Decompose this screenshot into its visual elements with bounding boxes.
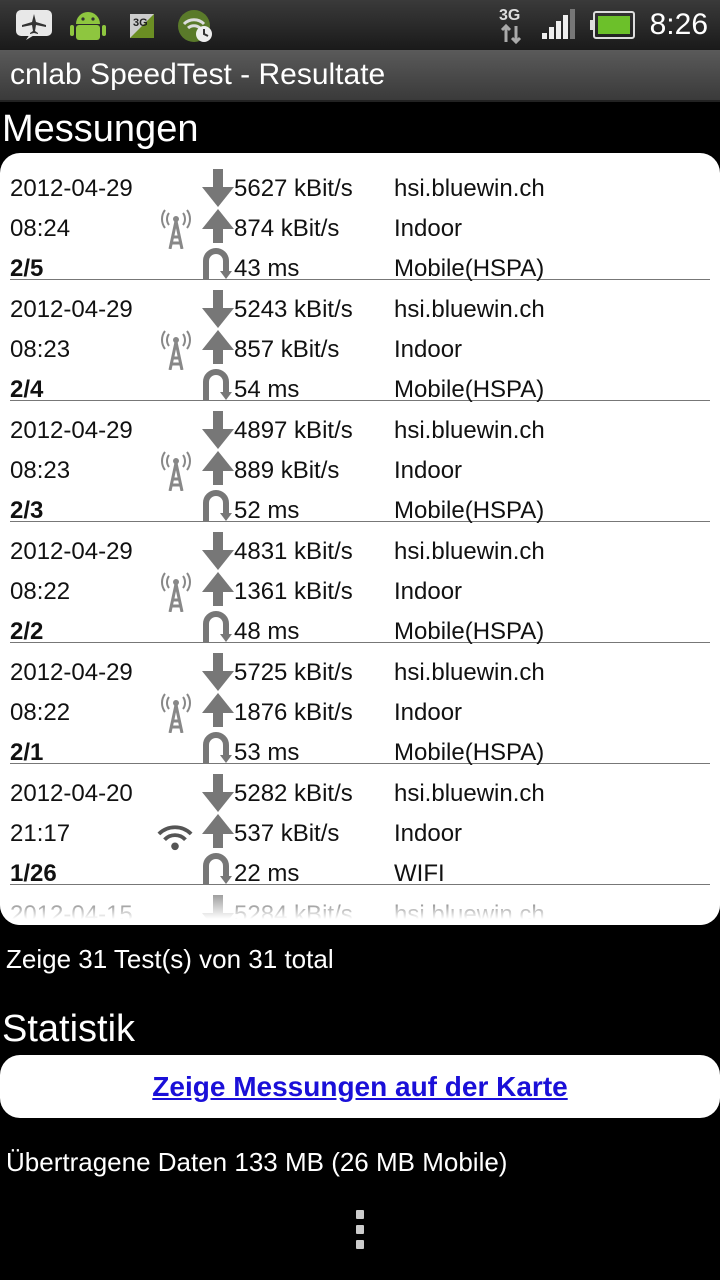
measurement-id: 1/26 xyxy=(10,860,57,887)
upload-speed: 889 kBit/s xyxy=(234,457,340,484)
3g-transfer-icon: 3G xyxy=(499,7,521,45)
clock: 8:26 xyxy=(649,8,708,41)
network-type: Mobile(HSPA) xyxy=(394,255,545,282)
signal-strength-icon xyxy=(541,9,575,39)
android-debug-icon xyxy=(70,12,106,40)
download-speed: 5243 kBit/s xyxy=(234,296,353,323)
measurement-date: 2012-04-29 xyxy=(10,659,133,686)
ping-time: 53 ms xyxy=(234,739,300,766)
svg-text:3G: 3G xyxy=(133,17,148,29)
upload-speed: 857 kBit/s xyxy=(234,336,340,363)
upload-speed: 874 kBit/s xyxy=(234,215,340,242)
measurement-id: 2/1 xyxy=(10,739,44,766)
measurement-row[interactable]: 2012-04-29 08:22 2/2 4831 kBit/s 1361 kBit/s… xyxy=(10,522,710,645)
server-name: hsi.bluewin.ch xyxy=(394,538,545,565)
measurement-time: 08:24 xyxy=(10,215,71,242)
network-type: WIFI xyxy=(394,860,445,887)
measurement-row[interactable]: 2012-04-29 08:22 2/1 5725 kBit/s 1876 kBit/s… xyxy=(10,643,710,766)
airplane-mode-notification-icon xyxy=(16,10,52,40)
network-type: Mobile(HSPA) xyxy=(394,376,545,403)
measurement-id: 2/4 xyxy=(10,376,44,403)
speed-arrows-icon xyxy=(202,290,234,400)
download-speed: 5282 kBit/s xyxy=(234,780,353,807)
wifi-icon xyxy=(157,825,193,851)
location-type: Indoor xyxy=(394,457,463,484)
cell-tower-icon xyxy=(161,330,191,370)
server-name: hsi.bluewin.ch xyxy=(394,780,545,807)
upload-speed: 537 kBit/s xyxy=(234,820,340,847)
cell-tower-icon xyxy=(161,693,191,733)
measurement-time: 08:22 xyxy=(10,699,71,726)
measurement-time: 08:23 xyxy=(10,457,71,484)
measurement-id: 2/2 xyxy=(10,618,44,645)
measurement-row[interactable]: 2012-04-29 08:24 2/5 5627 kBit/s 874 kBit/s 4… xyxy=(10,159,710,282)
speed-arrows-icon xyxy=(202,169,234,279)
server-name: hsi.bluewin.ch xyxy=(394,417,545,444)
statistics-heading: Statistik xyxy=(2,1008,136,1050)
location-type: Indoor xyxy=(394,578,463,605)
svg-text:3G: 3G xyxy=(499,7,520,24)
measurement-row[interactable]: 2012-04-29 08:23 2/3 4897 kBit/s 889 kBit/s 5… xyxy=(10,401,710,524)
location-type: Indoor xyxy=(394,336,463,363)
measurement-time: 08:23 xyxy=(10,336,71,363)
test-count-text: Zeige 31 Test(s) von 31 total xyxy=(6,944,334,974)
server-name: hsi.bluewin.ch xyxy=(394,659,545,686)
download-speed: 5627 kBit/s xyxy=(234,175,353,202)
list-fade xyxy=(0,885,720,925)
network-type: Mobile(HSPA) xyxy=(394,497,545,524)
upload-speed: 1876 kBit/s xyxy=(234,699,353,726)
location-type: Indoor xyxy=(394,820,463,847)
network-type: Mobile(HSPA) xyxy=(394,618,545,645)
measurement-row[interactable]: 2012-04-29 08:23 2/4 5243 kBit/s 857 kBit/s 5… xyxy=(10,280,710,403)
cell-tower-icon xyxy=(161,572,191,612)
app-title: cnlab SpeedTest - Resultate xyxy=(10,58,386,91)
transferred-data-text: Übertragene Daten 133 MB (26 MB Mobile) xyxy=(6,1147,508,1177)
status-bar: 3G 3G 8:26 xyxy=(0,0,720,50)
server-name: hsi.bluewin.ch xyxy=(394,296,545,323)
cell-tower-icon xyxy=(161,209,191,249)
3g-data-icon: 3G xyxy=(130,14,154,38)
overflow-menu-icon[interactable] xyxy=(354,1210,366,1256)
download-speed: 5725 kBit/s xyxy=(234,659,353,686)
speed-arrows-icon xyxy=(202,774,234,884)
speed-arrows-icon xyxy=(202,411,234,521)
ping-time: 22 ms xyxy=(234,860,300,887)
download-speed: 4897 kBit/s xyxy=(234,417,353,444)
ping-time: 43 ms xyxy=(234,255,300,282)
speed-arrows-icon xyxy=(202,653,234,763)
measurements-heading: Messungen xyxy=(2,108,199,150)
show-map-link[interactable]: Zeige Messungen auf der Karte xyxy=(152,1070,568,1102)
measurement-id: 2/3 xyxy=(10,497,44,524)
location-type: Indoor xyxy=(394,215,463,242)
measurements-list[interactable]: 2012-04-29 08:24 2/5 5627 kBit/s 874 kBit/s 4… xyxy=(0,153,720,925)
download-speed: 4831 kBit/s xyxy=(234,538,353,565)
sync-wifi-clock-icon xyxy=(178,10,212,42)
measurement-date: 2012-04-29 xyxy=(10,417,133,444)
measurement-row[interactable]: 2012-04-20 21:17 1/26 5282 kBit/s 537 kBit/s… xyxy=(10,764,710,887)
ping-time: 48 ms xyxy=(234,618,300,645)
cell-tower-icon xyxy=(161,451,191,491)
speed-arrows-icon xyxy=(202,532,234,642)
server-name: hsi.bluewin.ch xyxy=(394,175,545,202)
ping-time: 54 ms xyxy=(234,376,300,403)
measurement-id: 2/5 xyxy=(10,255,44,282)
upload-speed: 1361 kBit/s xyxy=(234,578,353,605)
show-map-button[interactable]: Zeige Messungen auf der Karte xyxy=(0,1055,720,1118)
battery-icon xyxy=(589,11,635,39)
location-type: Indoor xyxy=(394,699,463,726)
network-type: Mobile(HSPA) xyxy=(394,739,545,766)
measurement-date: 2012-04-29 xyxy=(10,296,133,323)
measurement-date: 2012-04-29 xyxy=(10,175,133,202)
measurement-time: 08:22 xyxy=(10,578,71,605)
ping-time: 52 ms xyxy=(234,497,300,524)
measurement-date: 2012-04-29 xyxy=(10,538,133,565)
app-title-bar: cnlab SpeedTest - Resultate xyxy=(0,50,720,102)
measurement-time: 21:17 xyxy=(10,820,71,847)
measurement-date: 2012-04-20 xyxy=(10,780,133,807)
